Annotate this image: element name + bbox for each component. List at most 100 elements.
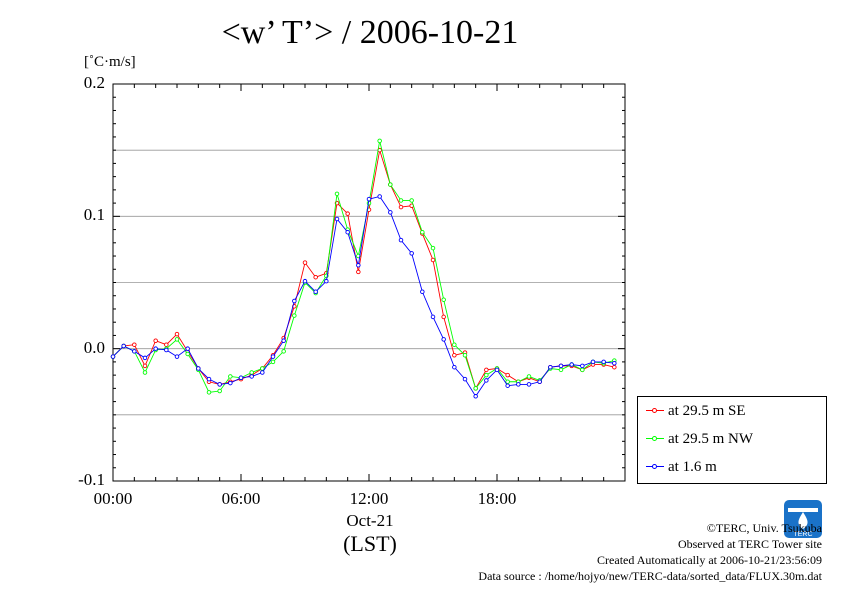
x-axis-date-label: Oct-21 [346,511,394,530]
data-point [334,216,340,222]
data-point [441,337,446,342]
data-point [185,346,190,351]
y-tick-label: 0.1 [83,205,105,225]
data-point [612,364,617,370]
data-point [569,362,574,367]
copyright-text: ©TERC, Univ. Tsukuba [706,521,822,535]
data-point [388,182,393,187]
data-point [249,374,254,379]
created-text: Created Automatically at 2006-10-21/23:5… [597,553,822,567]
x-tick-label: 18:00 [477,489,517,508]
x-tick-label: 00:00 [93,489,133,508]
data-point [484,372,489,378]
grid-lines [113,149,625,416]
y-axis-unit-label: [˚C·m/s] [84,54,136,70]
legend-marker-se [646,406,664,416]
legend-item-1-6m: at 1.6 m [646,457,717,477]
data-point [580,363,585,369]
data-point [420,229,425,235]
data-point [548,364,553,370]
data-point [238,375,244,381]
data-point [302,278,308,284]
data-point [484,367,489,373]
data-point [590,359,596,365]
data-point [366,196,372,202]
data-point [345,211,350,216]
data-point [281,338,286,343]
data-point [153,338,158,343]
data-point [132,342,137,347]
data-point [206,390,212,395]
legend-label-1-6m: at 1.6 m [668,458,717,475]
data-point [142,370,148,375]
data-point [292,298,297,304]
terc-logo: TERC [784,500,822,538]
data-point [505,379,510,385]
data-point [526,382,532,387]
series-1 [110,138,617,395]
data-point [345,229,350,235]
data-point [377,194,382,199]
data-point [430,245,436,251]
data-point [462,376,468,382]
data-point [505,383,510,388]
data-point [484,378,489,383]
data-point [153,346,158,351]
data-point [185,351,190,357]
series-line [112,195,615,398]
data-point [292,313,297,318]
data-point [281,349,286,354]
data-point [601,359,606,365]
legend-item-se: at 29.5 m SE [646,401,746,421]
data-point [356,263,361,268]
data-point [430,314,436,320]
data-point [174,354,180,359]
y-tick-label: 0.0 [83,337,105,357]
data-point [409,251,414,256]
data-point [313,274,318,280]
data-point [174,331,180,337]
data-point [473,394,478,399]
data-point [217,382,222,387]
data-point [420,289,425,295]
data-point [452,364,457,370]
data-point [270,354,276,359]
data-point [516,382,521,387]
legend: at 29.5 m SE at 29.5 m NW at 1.6 m [637,396,827,484]
data-point [452,353,457,358]
data-point [196,366,201,371]
data-point [217,388,222,394]
footer-credits: ©TERC, Univ. Tsukuba Observed at TERC To… [478,520,822,584]
y-tick-label: -0.1 [78,470,105,489]
data-point [409,198,414,203]
series-2 [110,194,617,399]
data-point [494,367,500,373]
data-point [206,376,212,382]
data-point [452,342,457,347]
data-point [142,355,148,361]
data-point [142,363,148,369]
data-point [110,354,116,359]
observed-text: Observed at TERC Tower site [677,537,822,551]
axis-ticks [112,83,626,482]
legend-marker-1-6m [646,462,664,472]
chart-title: <w’ T’> / 2006-10-21 [221,14,519,51]
data-point [398,198,404,203]
x-axis-timezone-label: (LST) [343,531,397,556]
data-point [558,363,564,369]
legend-label-se: at 29.5 m SE [668,402,746,419]
data-point [441,297,446,302]
data-point [313,289,318,295]
data-point [302,260,308,265]
data-point [580,367,585,373]
data-point [260,370,265,375]
legend-label-nw: at 29.5 m NW [668,430,753,447]
data-point [558,367,564,373]
data-point [398,237,404,243]
data-point [132,349,137,354]
data-point [356,269,361,275]
data-point [334,191,340,197]
data-point [174,337,180,342]
data-point [164,347,169,353]
